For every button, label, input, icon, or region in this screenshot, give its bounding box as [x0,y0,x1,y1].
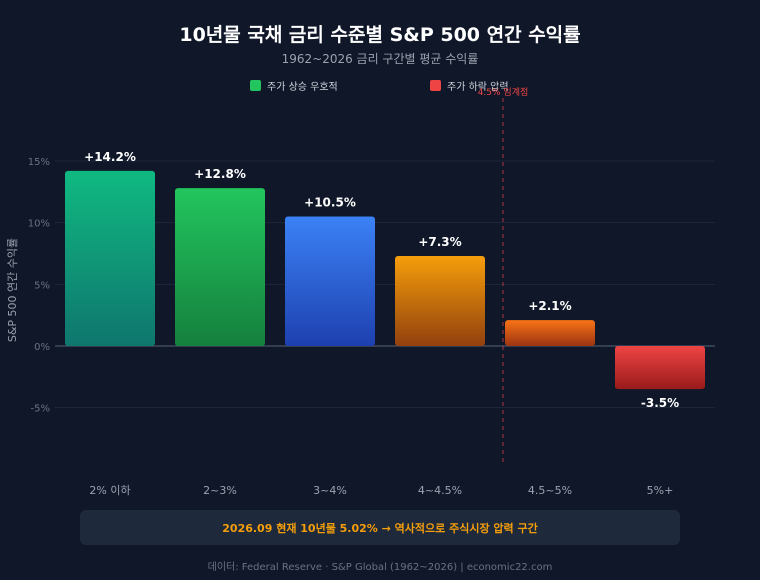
legend-label-negative: 주가 하락 압력 [447,82,509,93]
bar [175,188,265,346]
y-tick-label: 0% [34,342,50,353]
legend-swatch-negative [430,80,441,91]
bar [505,320,595,346]
note-box: 2026.09 현재 10년물 5.02% → 역사적으로 주식시장 압력 구간 [80,510,680,545]
bar [65,170,155,346]
x-tick-label: 4~4.5% [418,484,462,497]
y-tick-label: -5% [31,404,50,415]
x-tick-label: 2% 이하 [89,483,130,497]
legend-item-negative: 주가 하락 압력 [430,78,509,93]
threshold-label: 4.5% 임계점 [478,86,529,98]
bar [615,346,705,390]
chart-subtitle: 1962~2026 금리 구간별 평균 수익률 [281,52,479,66]
y-tick-label: 15% [28,157,50,168]
bar [285,216,375,346]
x-tick-label: 4.5~5% [528,484,572,497]
data-label: +12.8% [194,167,246,181]
note-text: 2026.09 현재 10년물 5.02% → 역사적으로 주식시장 압력 구간 [222,521,538,535]
data-label: +10.5% [304,196,356,210]
y-tick-label: 10% [28,219,50,230]
data-label: +7.3% [418,235,461,249]
x-tick-label: 5%+ [647,484,674,497]
x-tick-label: 3~4% [313,484,347,497]
data-label: -3.5% [641,396,679,410]
legend-swatch-positive [250,80,261,91]
legend-label-positive: 주가 상승 우호적 [267,82,338,93]
data-label: +2.1% [528,299,571,313]
legend-item-positive: 주가 상승 우호적 [250,78,338,93]
source-text: 데이터: Federal Reserve · S&P Global (1962~… [207,562,553,573]
y-axis-label: S&P 500 연간 수익률 [6,238,19,342]
x-tick-label: 2~3% [203,484,237,497]
y-tick-label: 5% [34,280,50,291]
chart-title: 10년물 국채 금리 수준별 S&P 500 연간 수익률 [179,24,581,46]
data-label: +14.2% [84,150,136,164]
bar [395,255,485,346]
